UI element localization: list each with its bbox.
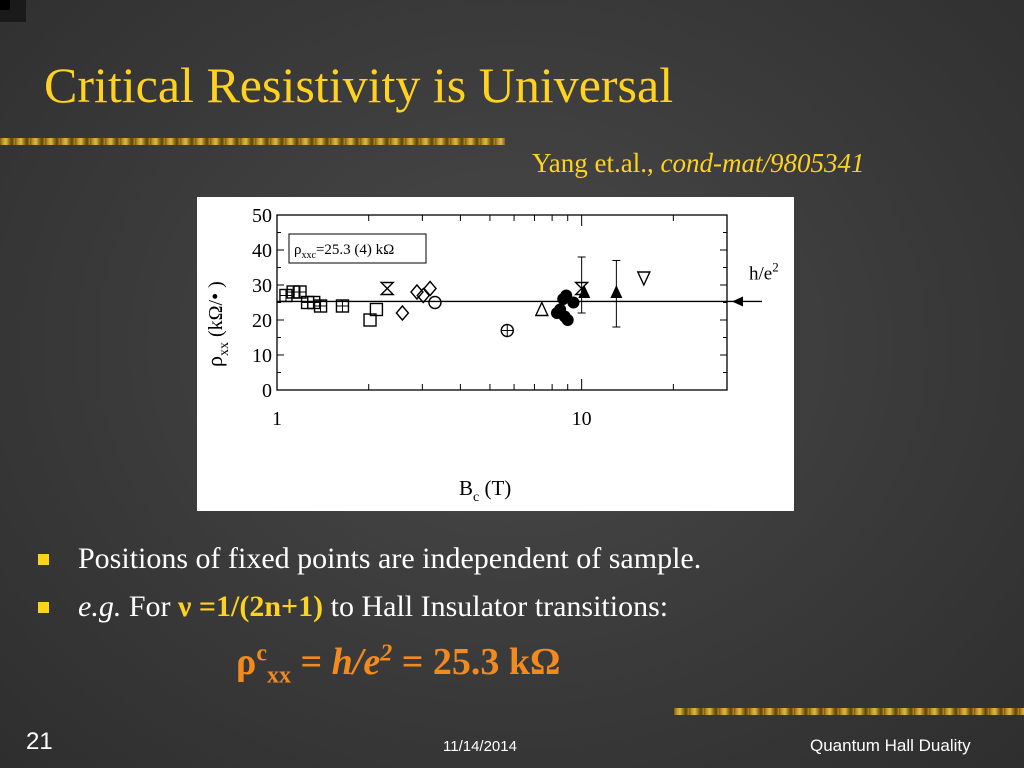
x-axis-label-sub: c	[473, 490, 479, 505]
data-point-square-cross	[307, 295, 321, 310]
citation-authors: Yang et.al.,	[532, 148, 661, 178]
data-point-down-triangle	[636, 271, 651, 287]
formula-equals-1: =	[291, 641, 332, 683]
bullet-eg: e.g.	[78, 590, 122, 623]
formula-sup-c: c	[256, 640, 267, 667]
formula-h-over-e: h/e	[331, 641, 381, 683]
y-tick-label: 10	[252, 345, 272, 367]
diamond-marker	[410, 283, 424, 301]
x-tick-label: 10	[572, 408, 592, 430]
circle-marker	[428, 295, 442, 310]
data-point-square	[369, 302, 384, 317]
data-point-square-cross	[313, 299, 328, 313]
bullet-marker-icon	[38, 554, 49, 565]
formula-rho: ρ	[236, 641, 257, 683]
bullet-item-1: Positions of fixed points are independen…	[38, 535, 701, 583]
formula-sub-xx: xx	[267, 662, 291, 689]
down-triangle-marker	[636, 271, 651, 287]
x-axis-label: Bc (T)	[459, 476, 511, 505]
data-point-filled-circle	[567, 296, 580, 309]
y-axis-label-sub: xx	[217, 342, 232, 356]
formula-sup-2: 2	[380, 640, 393, 667]
data-point-diamond	[395, 304, 410, 322]
triangle-marker	[534, 300, 549, 317]
footer-strip	[674, 708, 1024, 715]
data-point-square-cross	[293, 285, 307, 299]
data-point-circle	[428, 295, 442, 310]
nu-symbol: ν	[178, 590, 192, 623]
diamond-marker	[395, 304, 410, 322]
bowtie-marker	[379, 281, 395, 296]
y-tick-label: 30	[252, 275, 272, 297]
data-point-diamond	[423, 280, 437, 297]
bullet-transition-text: to Hall Insulator transitions:	[323, 590, 669, 623]
data-point-circle-plus	[500, 323, 514, 338]
chart-svg: 0 10 20 30 40 50 1 10 h/e2 ρxxc=25.3 (4) kΩ Bc (T)…	[202, 205, 779, 505]
data-point-filled-triangle	[578, 285, 591, 298]
critical-resistivity-formula: ρcxx = h/e2 = 25.3 kΩ	[236, 640, 560, 690]
bullet-list: Positions of fixed points are independen…	[38, 535, 701, 631]
data-point-diamond	[410, 283, 424, 301]
citation-reference: cond-mat/9805341	[660, 148, 865, 178]
filled-triangle-marker	[610, 285, 623, 298]
y-axis-label-unit: (kΩ/• )	[205, 281, 227, 342]
reference-label: h/e2	[749, 259, 779, 284]
legend-box	[288, 233, 427, 264]
bullet-text: Positions of fixed points are independen…	[78, 542, 702, 575]
y-axis-label: ρxx (kΩ/• )	[202, 281, 232, 367]
square-marker	[369, 302, 384, 317]
legend-text: ρxxc=25.3 (4) kΩ	[294, 242, 394, 261]
legend-rest: =25.3 (4) kΩ	[316, 242, 394, 258]
legend-sub: xxc	[302, 250, 317, 261]
data-point-square-cross	[279, 288, 293, 303]
citation: Yang et.al., cond-mat/9805341	[532, 148, 865, 179]
y-tick-label: 50	[252, 205, 272, 227]
data-point-filled-triangle	[610, 260, 623, 328]
reference-label-sup: 2	[772, 259, 779, 274]
diamond-marker	[423, 280, 437, 297]
slide-number: 21	[26, 728, 53, 755]
bullet-marker-icon	[38, 602, 49, 613]
y-tick-label: 20	[252, 310, 272, 332]
filled-circle-marker	[561, 314, 574, 326]
filled-circle-marker	[567, 296, 580, 309]
bullet-for: For	[121, 590, 179, 623]
filling-fraction: =1/(2n+1)	[191, 590, 324, 623]
data-point-square-cross	[335, 299, 350, 313]
chart-figure: 0 10 20 30 40 50 1 10 h/e2 ρxxc=25.3 (4) kΩ Bc (T)…	[197, 197, 794, 511]
data-point-bowtie	[379, 281, 395, 296]
reference-arrow	[732, 296, 743, 307]
footer-date: 11/14/2014	[443, 738, 517, 755]
slide-title: Critical Resistivity is Universal	[44, 57, 674, 113]
data-point-filled-circle	[561, 314, 574, 326]
y-tick-label: 0	[262, 380, 272, 402]
corner-mark	[0, 0, 26, 22]
title-underline-strip	[0, 138, 505, 145]
formula-value: = 25.3 kΩ	[392, 641, 561, 683]
y-tick-label: 40	[252, 240, 272, 262]
footer-title: Quantum Hall Duality	[810, 736, 971, 755]
data-point-triangle	[534, 300, 549, 317]
x-axis-label-unit: (T)	[479, 476, 511, 500]
bullet-item-2: e.g. For ν =1/(2n+1) to Hall Insulator t…	[38, 583, 701, 631]
x-tick-label: 1	[272, 408, 282, 430]
filled-triangle-marker	[578, 285, 591, 298]
